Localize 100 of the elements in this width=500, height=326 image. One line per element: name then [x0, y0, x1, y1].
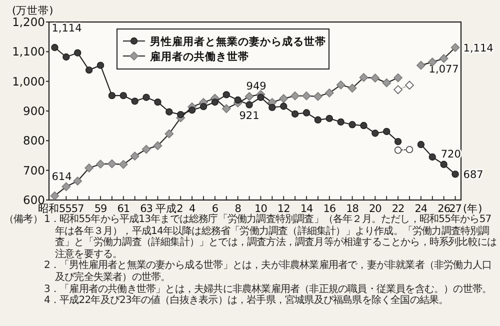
point	[62, 182, 71, 192]
point	[96, 62, 104, 69]
point	[337, 118, 344, 126]
text: 4．平成22年及び23年の値（白抜き表示）は，岩手県，宮城県及び福島県を除く全国の結果。	[44, 295, 450, 307]
x-tick-label: 4	[188, 203, 196, 215]
data-label: 921	[239, 110, 260, 122]
x-tick-label: 18	[346, 203, 358, 215]
point	[188, 106, 196, 114]
x-tick-label: 61	[117, 203, 130, 215]
point	[394, 73, 402, 82]
point	[131, 98, 138, 105]
point	[406, 146, 414, 154]
point	[234, 96, 242, 104]
x-tick-label: 平成2	[156, 202, 183, 215]
point	[84, 164, 94, 172]
point	[394, 146, 402, 154]
point	[360, 122, 368, 130]
data-label: 720	[440, 148, 461, 160]
point	[290, 91, 300, 100]
point	[348, 84, 357, 93]
point	[62, 53, 70, 61]
point	[118, 160, 128, 169]
point	[108, 92, 116, 100]
point	[154, 98, 162, 106]
x-tick-label: 27	[449, 203, 462, 215]
data-label: 1,114	[463, 42, 494, 55]
point	[200, 102, 208, 110]
point	[382, 78, 392, 88]
legend-label: 男性雇用者と無業の妻から成る世帯	[149, 35, 326, 48]
point	[450, 43, 460, 52]
x-tick-label: 14	[300, 203, 314, 215]
point	[51, 44, 58, 52]
point	[211, 98, 219, 106]
point	[324, 88, 334, 98]
point	[74, 49, 82, 56]
point	[50, 191, 60, 200]
point	[336, 80, 346, 90]
point	[268, 104, 276, 112]
point	[120, 92, 127, 100]
point	[164, 129, 174, 138]
text: （備考）	[4, 214, 44, 227]
point	[142, 144, 151, 154]
x-tick-label: 24	[414, 203, 428, 215]
point	[348, 121, 356, 128]
point	[314, 116, 322, 124]
x-tick-label: 22	[392, 203, 404, 215]
point	[394, 138, 402, 146]
y-tick-label: 700	[23, 163, 45, 178]
point	[452, 170, 459, 178]
x-tick-label: 6	[212, 203, 219, 215]
point	[302, 91, 311, 100]
point	[279, 94, 288, 103]
data-label: 614	[52, 170, 72, 183]
point	[244, 92, 254, 101]
point	[222, 104, 231, 114]
x-tick-label: 63	[140, 203, 152, 215]
text: 1．昭和55年から平成13年までは総務庁「労働力調査特別調査」（各年２月。ただし，昭和55年から57年は各年３月），平成14年以降は総務省「労働力調査（詳細集計）」より作成。「労働力調査特別調査」と「労働力調査（詳細集計）」とでは，調査方法，調査月等が相違することから，時系列比較には注意を要する。	[44, 214, 498, 260]
point	[73, 176, 82, 186]
text: 2．「男性雇用者と無業の妻から成る世帯」とは，夫が非農林業雇用者で，妻が非就業者（非労働力人口及び完全失業者）の世帯。	[44, 260, 493, 284]
y-axis-title: (万世帯)	[12, 4, 54, 17]
point	[370, 74, 380, 82]
point	[85, 66, 93, 74]
x-tick-label: 16	[323, 203, 336, 215]
point	[359, 73, 368, 82]
x-tick-label: 26	[438, 203, 451, 215]
point	[439, 54, 448, 63]
point	[302, 109, 310, 116]
point	[416, 60, 426, 70]
data-label: 1,114	[52, 22, 82, 35]
point	[257, 94, 264, 101]
point	[166, 108, 173, 116]
point	[326, 114, 333, 122]
point	[291, 110, 299, 118]
point	[96, 160, 105, 169]
y-tick-label: 1,100	[12, 44, 45, 59]
point	[130, 152, 140, 160]
y-tick-label: 900	[23, 104, 45, 118]
x-tick-label: 59	[94, 203, 107, 215]
point	[246, 101, 253, 108]
point	[142, 94, 150, 101]
data-label: 949	[246, 80, 266, 92]
x-tick-label: 20	[368, 203, 382, 215]
data-label: 687	[463, 169, 484, 182]
text: 3．「雇用者の共働き世帯」とは，夫婦共に非農林業雇用者（非正規の職員・従業員を含む。）の世帯。	[44, 284, 493, 295]
point	[383, 128, 390, 136]
point	[222, 91, 230, 98]
y-tick-label: 1,000	[12, 74, 45, 88]
y-tick-label: 800	[23, 134, 45, 148]
x-tick-label: 10	[254, 203, 267, 215]
data-label: 1,077	[428, 63, 459, 76]
y-tick-label: 1,200	[12, 15, 45, 29]
point	[108, 159, 116, 168]
point	[280, 102, 288, 110]
point	[417, 140, 425, 148]
x-tick-label: 8	[234, 203, 241, 215]
x-axis-title: (年)	[463, 203, 482, 215]
point	[177, 110, 184, 118]
point	[314, 92, 322, 101]
point	[440, 160, 448, 168]
point	[428, 153, 436, 161]
